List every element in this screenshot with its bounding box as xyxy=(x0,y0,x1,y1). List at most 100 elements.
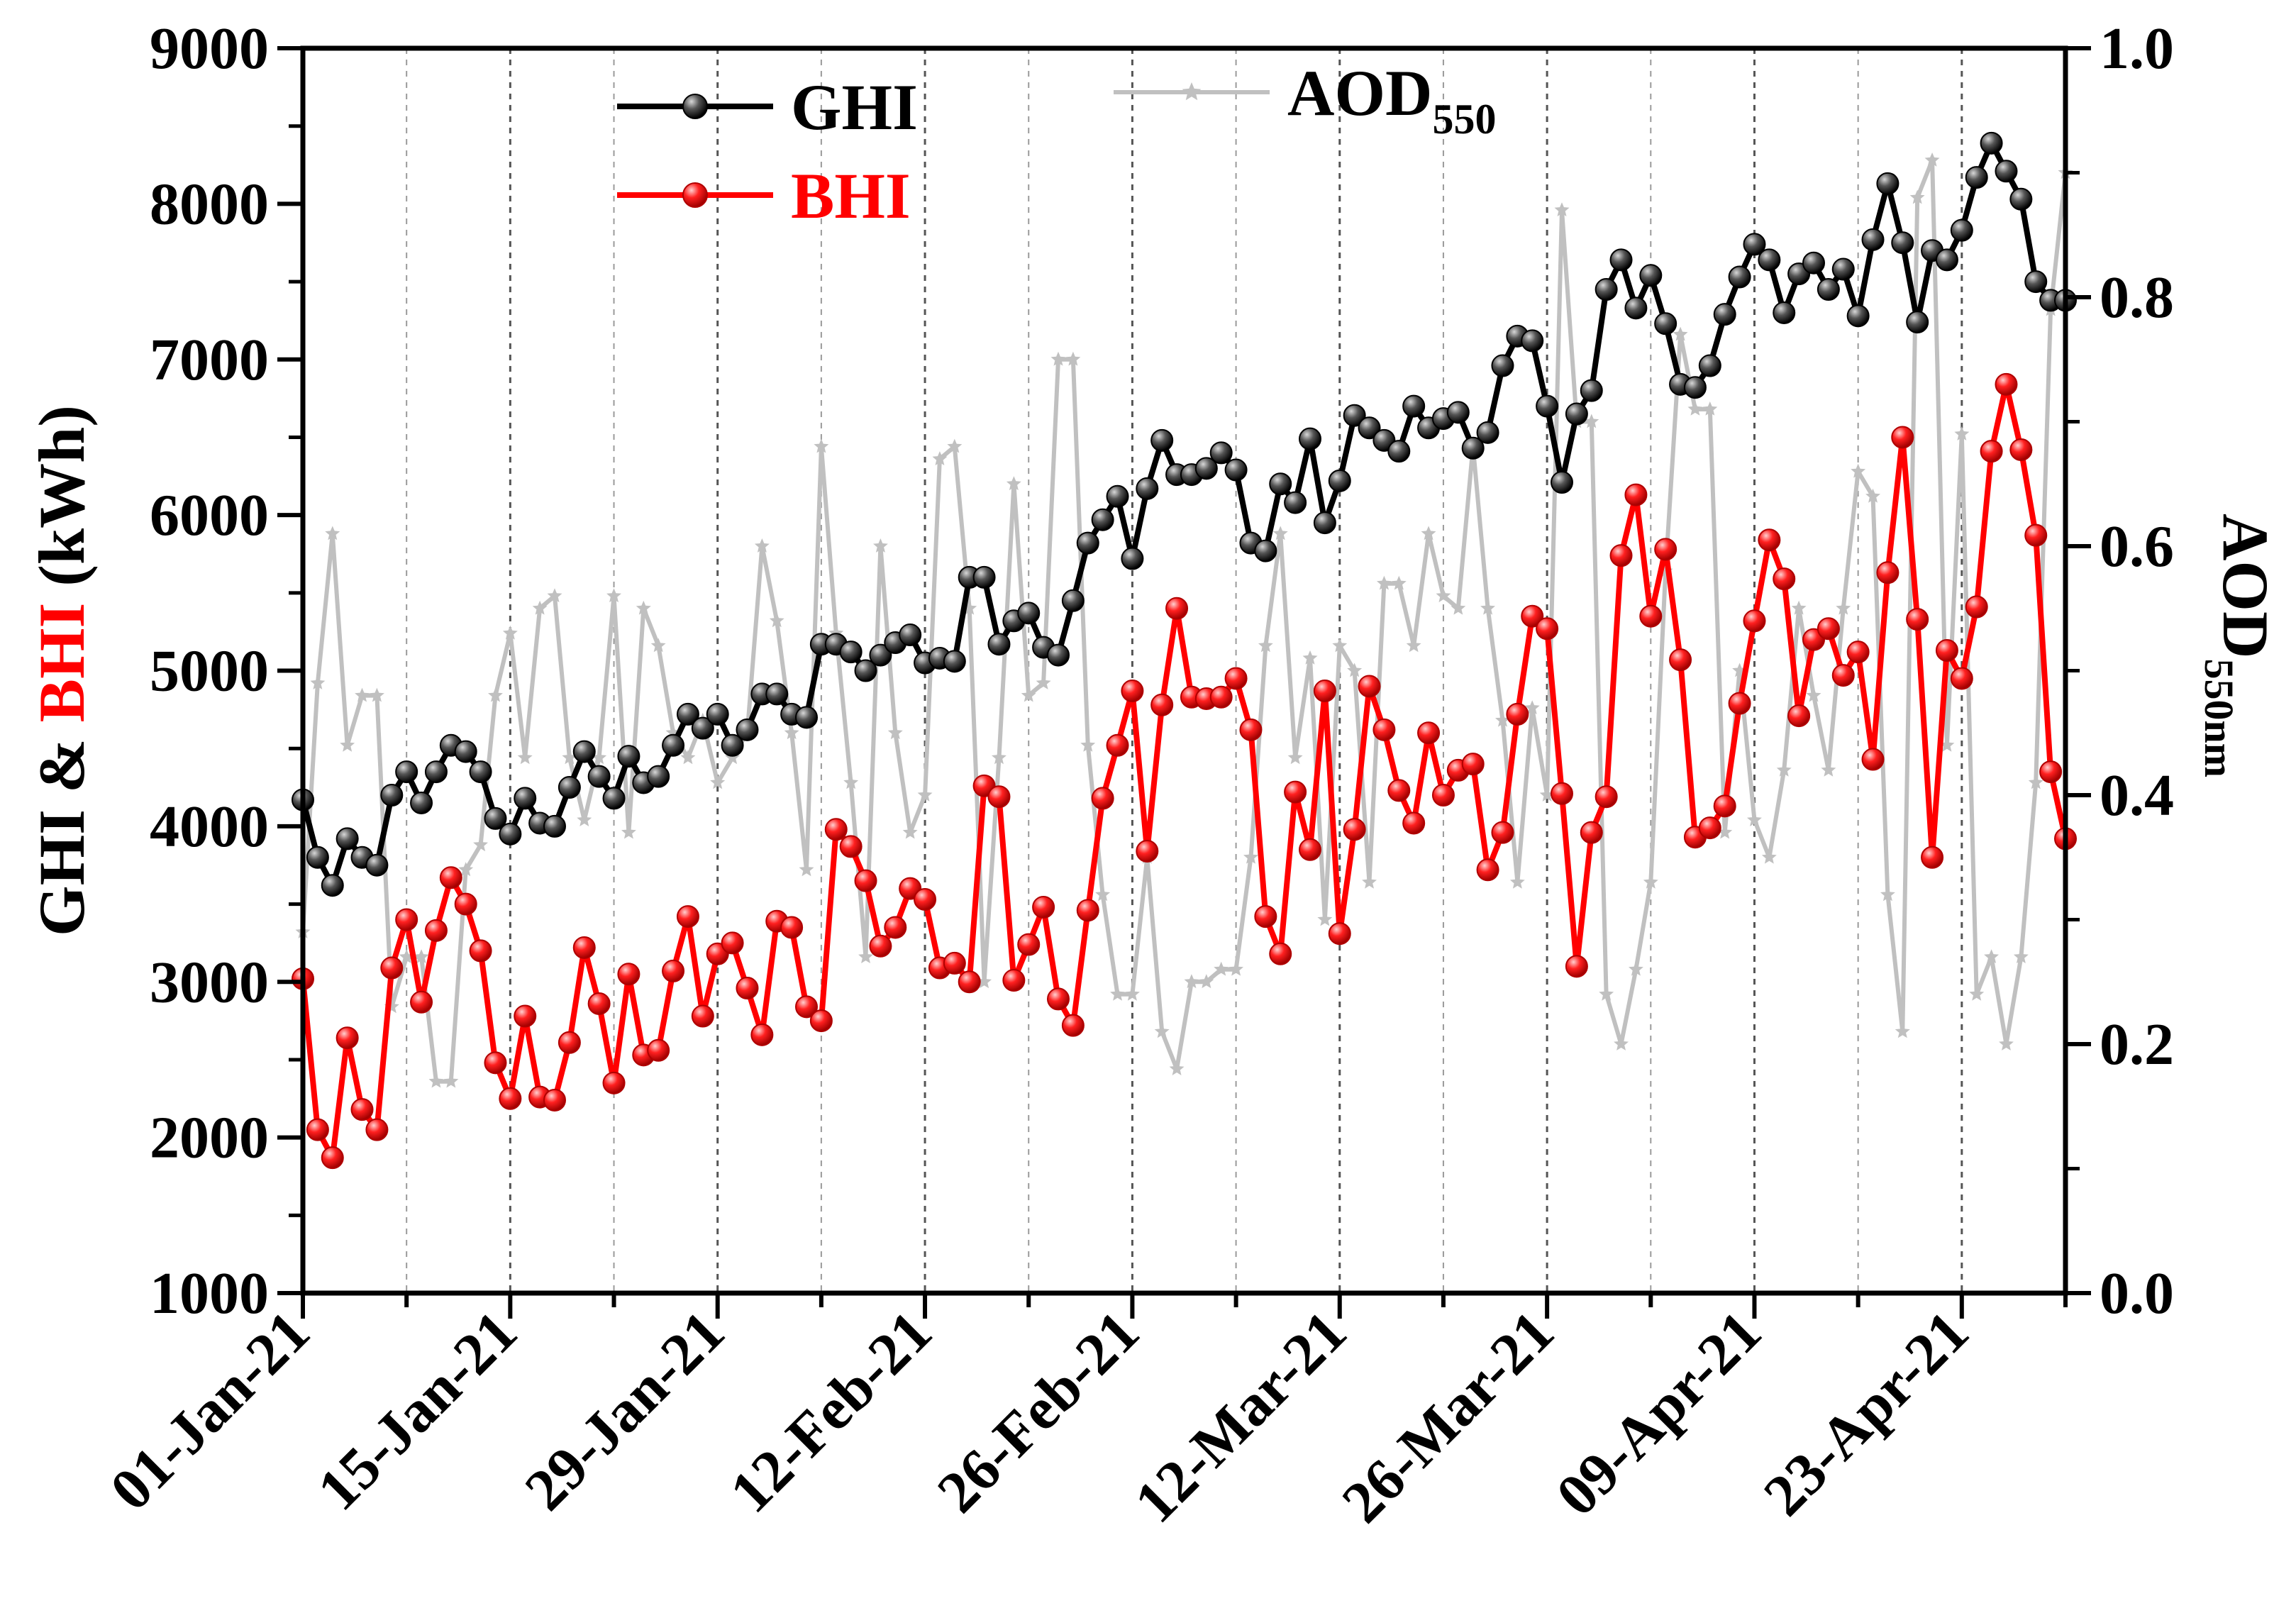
bhi-point xyxy=(1595,785,1618,809)
ghi-point xyxy=(1476,421,1499,444)
aod-point xyxy=(1080,737,1096,752)
ghi-point xyxy=(691,716,714,740)
bhi-point xyxy=(1787,704,1811,728)
ghi-point xyxy=(1536,394,1559,418)
aod-point xyxy=(1021,687,1036,702)
aod-point xyxy=(1495,712,1510,727)
aod-point xyxy=(1317,911,1333,926)
ghi-point xyxy=(676,702,699,726)
ghi-point xyxy=(617,745,640,768)
bhi-point xyxy=(1121,680,1144,703)
bhi-point xyxy=(662,959,685,982)
aod-point xyxy=(414,949,429,963)
x-tick-label: 01-Jan-21 xyxy=(98,1299,323,1524)
bhi-point xyxy=(914,887,937,911)
bhi-point xyxy=(1654,538,1677,561)
ghi-point xyxy=(335,827,359,850)
aod-point xyxy=(1214,961,1229,976)
ghi-point xyxy=(1713,303,1736,326)
axes xyxy=(277,45,2091,1319)
bhi-point xyxy=(1284,780,1307,804)
bhi-point xyxy=(1846,641,1870,664)
y-left-axis-title-part: & xyxy=(26,722,98,809)
aod-point xyxy=(355,687,370,702)
bhi-point xyxy=(602,1071,626,1094)
ghi-point xyxy=(1609,248,1633,272)
aod-point xyxy=(1362,874,1377,889)
legend-swatch-marker xyxy=(682,94,708,119)
ghi-point xyxy=(306,846,329,869)
bhi-point xyxy=(824,818,848,841)
aod-point xyxy=(680,750,696,765)
y-right-axis-title-main: AOD xyxy=(2209,514,2282,658)
ghi-point xyxy=(602,787,626,810)
bhi-point xyxy=(350,1098,374,1121)
x-tick-label: 29-Jan-21 xyxy=(513,1299,738,1524)
aod-point xyxy=(887,725,903,740)
bhi-point xyxy=(1536,617,1559,641)
bhi-point xyxy=(1372,718,1396,741)
aod-point xyxy=(399,949,414,963)
bhi-point xyxy=(514,1004,537,1028)
ghi-point xyxy=(1773,301,1796,324)
bhi-point xyxy=(1402,811,1426,835)
aod-point xyxy=(1717,824,1733,839)
bhi-point xyxy=(1965,595,1988,619)
aod-point xyxy=(902,824,918,839)
ghi-point xyxy=(454,740,477,763)
ghi-point xyxy=(1565,402,1588,426)
ghi-point xyxy=(514,787,537,810)
bhi-point xyxy=(484,1051,507,1075)
aod-point xyxy=(1939,737,1955,752)
ghi-point xyxy=(484,806,507,830)
x-tick-label: 26-Feb-21 xyxy=(925,1299,1152,1526)
bhi-point xyxy=(306,1118,329,1141)
ghi-point xyxy=(1491,354,1514,377)
bhi-point xyxy=(809,1009,833,1033)
bhi-point xyxy=(1358,675,1381,698)
bhi-point xyxy=(1861,748,1885,771)
legend-label-main: AOD xyxy=(1287,57,1432,129)
aod-point xyxy=(502,625,518,640)
aod-point xyxy=(1806,687,1821,702)
bhi-point xyxy=(1906,608,1929,631)
aod-point xyxy=(532,600,548,615)
bhi-point xyxy=(395,908,418,931)
aod-point xyxy=(2013,949,2029,963)
bhi-point xyxy=(721,931,744,955)
ghi-point xyxy=(1906,311,1929,334)
y-left-tick-label: 8000 xyxy=(150,171,269,237)
aod-point xyxy=(1999,1036,2014,1051)
aod-point xyxy=(754,538,770,553)
aod-point xyxy=(1629,961,1643,976)
bhi-point xyxy=(1698,816,1721,840)
ghi-point xyxy=(1076,531,1099,555)
bhi-point xyxy=(1950,667,1973,690)
aod-point xyxy=(1243,849,1258,864)
aod-point xyxy=(873,538,888,553)
bhi-point xyxy=(1431,784,1455,806)
aod-point xyxy=(1391,575,1407,590)
bhi-point xyxy=(410,990,433,1014)
bhi-point xyxy=(1239,718,1263,741)
aod-point xyxy=(1554,202,1570,216)
ghi-point xyxy=(1995,160,2018,183)
ghi-point xyxy=(1861,228,1885,251)
legend-item-ghi: GHI xyxy=(617,71,918,143)
legend-label-main: GHI xyxy=(791,71,918,143)
bhi-point xyxy=(1150,693,1174,716)
x-tick-label: 12-Mar-21 xyxy=(1122,1299,1359,1536)
aod-point xyxy=(1302,650,1318,665)
y-left-tick-label: 2000 xyxy=(150,1105,269,1171)
bhi-point xyxy=(1831,664,1855,687)
aod-point xyxy=(1377,575,1392,590)
ghi-point xyxy=(1194,457,1218,480)
legend-item-bhi: BHI xyxy=(617,160,911,232)
ghi-point xyxy=(1387,440,1411,463)
aod-point xyxy=(1258,638,1273,653)
aod-point xyxy=(1006,476,1021,491)
bhi-point xyxy=(691,1004,714,1028)
y-right-tick-label: 0.2 xyxy=(2100,1011,2174,1077)
bhi-point xyxy=(2009,438,2033,461)
bhi-point xyxy=(1328,922,1351,946)
